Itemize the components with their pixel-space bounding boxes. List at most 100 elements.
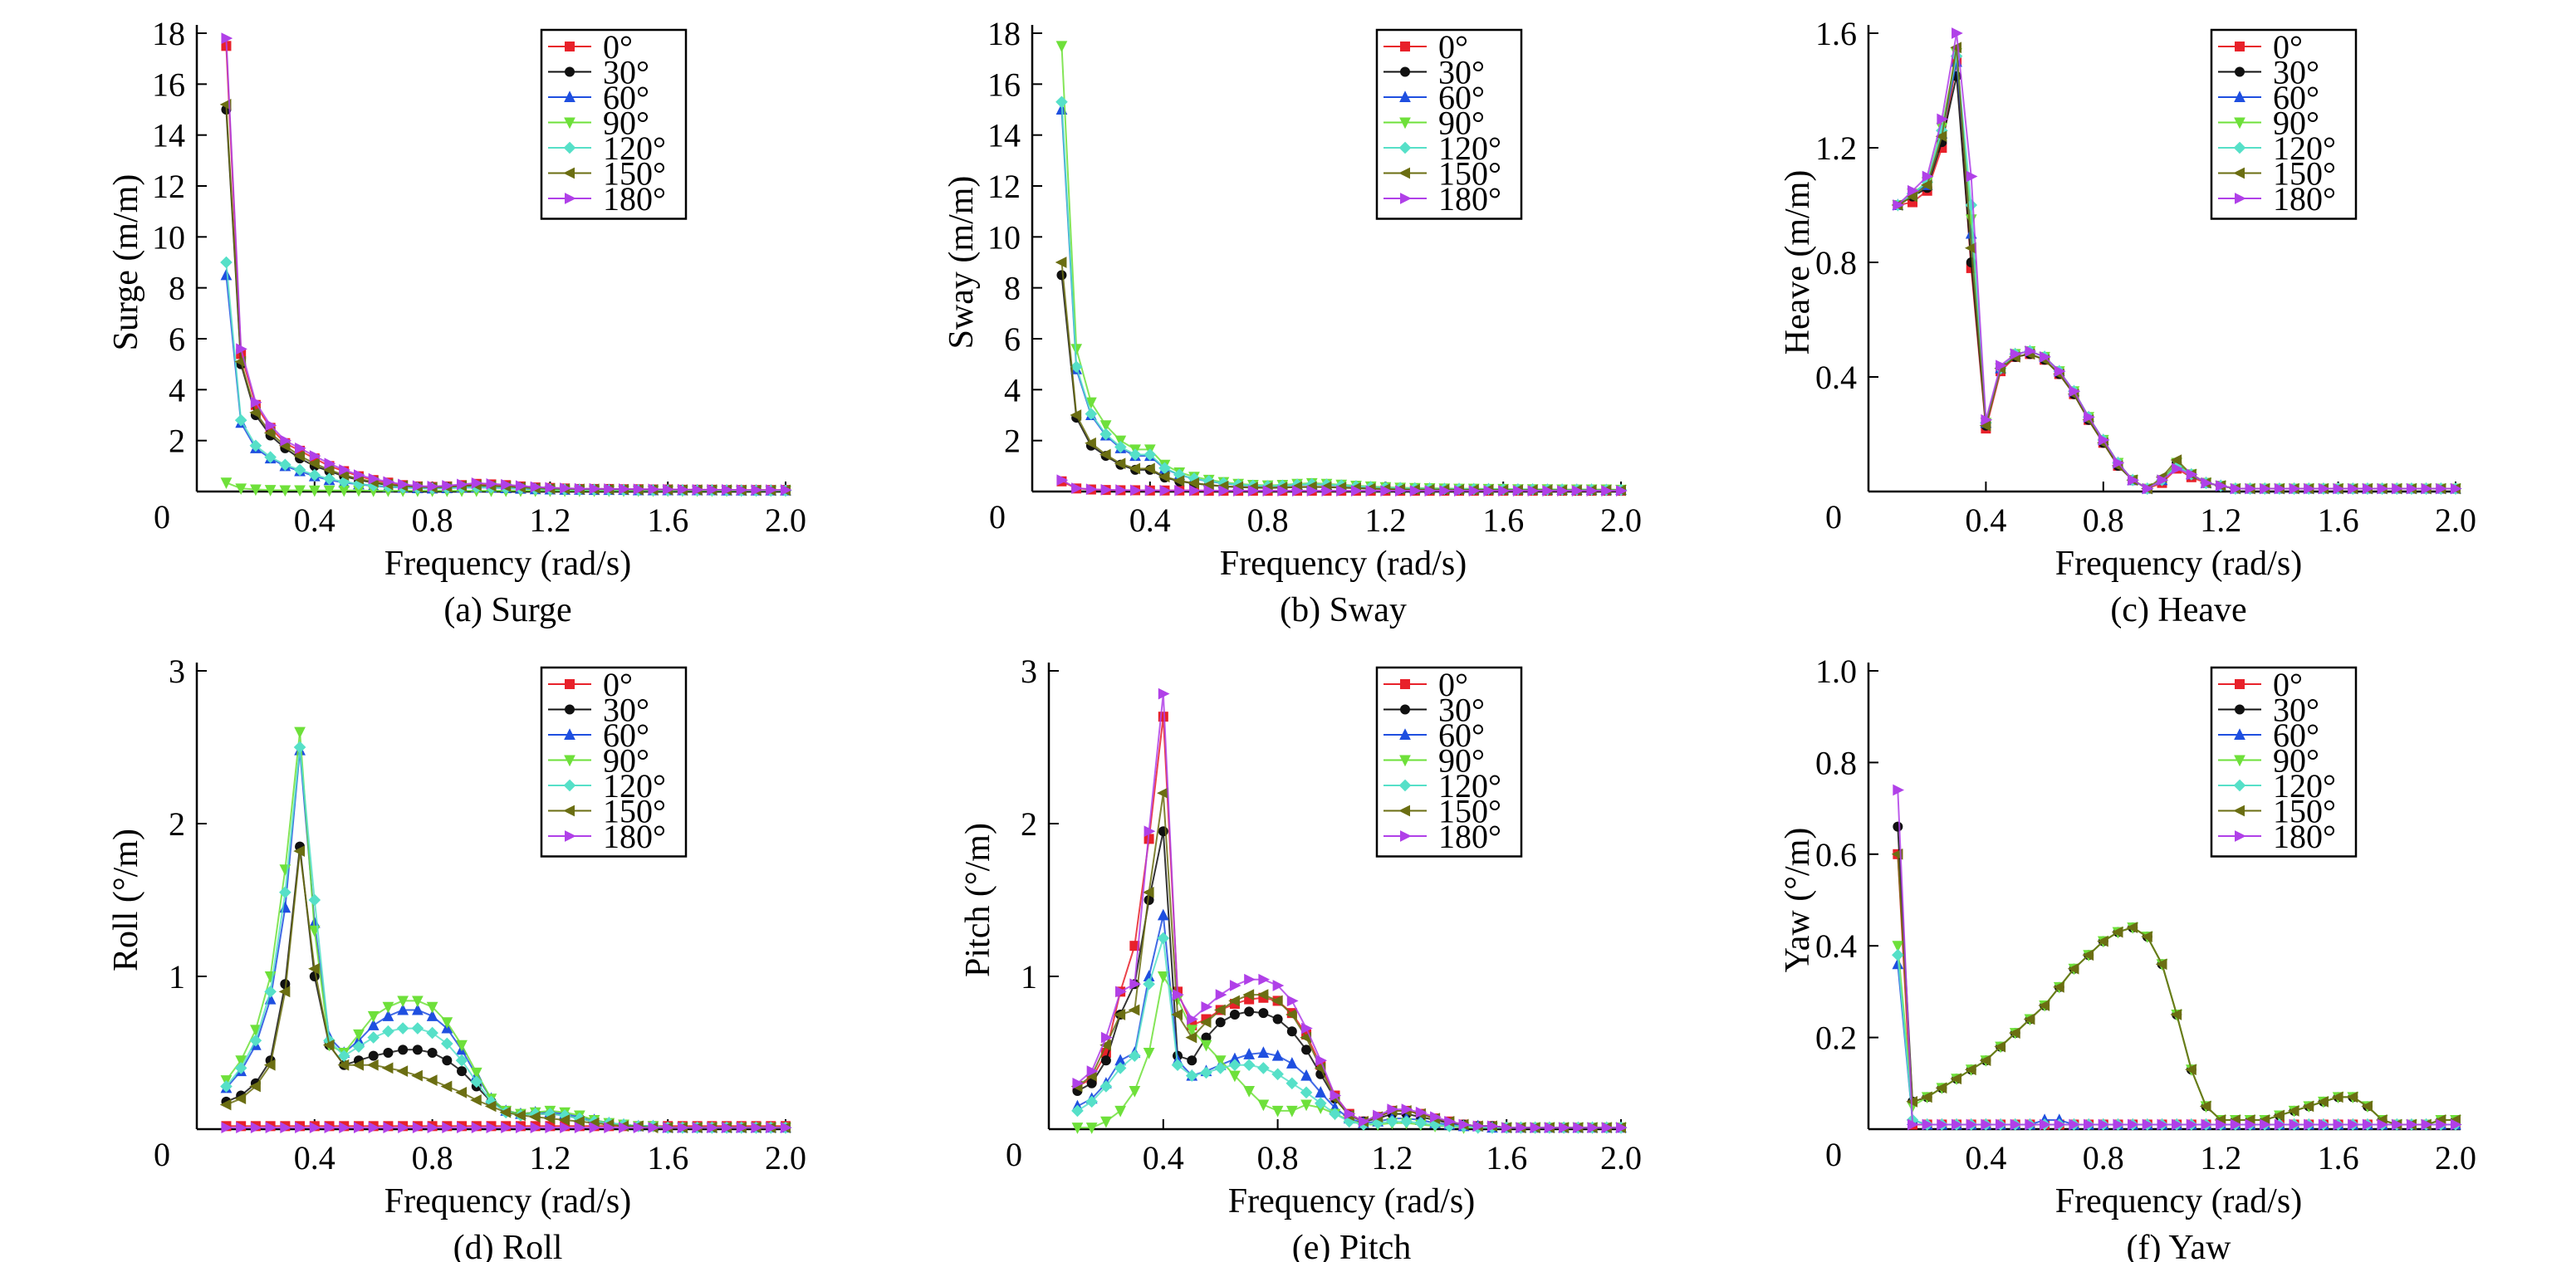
y-tick-label: 10 <box>152 218 185 256</box>
data-point <box>1129 448 1142 461</box>
data-point <box>781 1122 792 1134</box>
data-point <box>294 485 306 497</box>
series-0° <box>1072 712 1626 1133</box>
legend-label: 120° <box>1438 767 1501 805</box>
data-point <box>560 1122 571 1134</box>
series-line <box>1076 937 1621 1129</box>
legend-marker <box>1400 42 1410 51</box>
data-point <box>2406 1118 2418 1131</box>
data-point <box>2054 365 2066 377</box>
data-point <box>1286 995 1299 1007</box>
data-point <box>1129 978 1142 991</box>
data-point <box>2406 482 2418 495</box>
data-point <box>1158 712 1168 722</box>
data-point <box>2348 1118 2359 1131</box>
legend-label: 90° <box>603 742 649 780</box>
legend-marker <box>1398 779 1412 792</box>
data-point <box>1159 484 1172 496</box>
legend-marker <box>564 90 575 102</box>
data-point <box>1114 441 1127 453</box>
x-tick-label: 2.0 <box>765 1139 806 1176</box>
data-point <box>604 1122 616 1134</box>
data-point <box>1272 980 1285 991</box>
legend-marker <box>564 117 575 130</box>
data-point <box>1286 1009 1297 1020</box>
data-point <box>1401 1103 1413 1115</box>
data-point <box>1893 784 1905 796</box>
data-point <box>573 1115 585 1127</box>
data-point <box>264 986 277 998</box>
data-point <box>1143 977 1155 991</box>
data-point <box>382 1001 394 1014</box>
data-point <box>295 443 306 454</box>
data-point <box>457 1122 468 1134</box>
legend: 0°30°60°90°120°150°180° <box>1375 28 1523 220</box>
series-line <box>1897 964 2456 1126</box>
y-axis-label: Sway (m/m) <box>943 176 981 350</box>
data-point <box>1908 184 1919 197</box>
data-point <box>1218 485 1231 496</box>
data-point <box>1114 1009 1126 1020</box>
data-point <box>1996 360 2007 372</box>
data-point <box>1365 485 1378 496</box>
x-tick-label: 0.4 <box>1965 501 2006 539</box>
data-point <box>1144 462 1155 475</box>
data-point <box>2172 1118 2183 1131</box>
series-30° <box>221 105 791 496</box>
data-point <box>1173 475 1185 487</box>
data-point <box>2289 482 2301 495</box>
legend-label: 30° <box>1438 54 1485 91</box>
data-point <box>1966 170 1978 183</box>
legend-label: 150° <box>603 793 666 830</box>
data-point <box>308 468 321 482</box>
data-point <box>1055 257 1067 268</box>
x-tick-label: 2.0 <box>765 501 806 539</box>
data-point <box>1099 1080 1113 1093</box>
data-point <box>1920 179 1932 191</box>
data-point <box>2025 345 2037 357</box>
data-point <box>501 1122 512 1134</box>
data-point <box>381 1062 394 1074</box>
legend-label: 120° <box>603 130 666 167</box>
series-150° <box>1070 787 1626 1134</box>
x-tick-label: 2.0 <box>2435 1139 2476 1176</box>
chart-panel-5: 0.4 0.8 1.2 1.6 2.0 1 2 3 0 Frequency (rad/s) Pitc… <box>959 653 1642 1262</box>
legend: 0°30°60°90°120°150°180° <box>2210 666 2358 858</box>
series-0° <box>1893 56 2461 494</box>
data-point <box>442 1122 454 1134</box>
data-point <box>1071 1104 1084 1118</box>
data-point <box>2010 1118 2022 1131</box>
data-point <box>1922 170 1934 183</box>
legend-label: 60° <box>1438 79 1485 116</box>
data-point <box>1144 825 1156 838</box>
series-line <box>225 109 786 492</box>
data-point <box>1336 485 1348 496</box>
data-point <box>1512 485 1525 496</box>
data-point <box>234 1093 247 1105</box>
data-point <box>1071 1123 1084 1134</box>
x-axis-label: Frequency (rad/s) <box>2055 545 2302 583</box>
data-point <box>1243 1086 1256 1098</box>
data-point <box>1301 1044 1312 1055</box>
series-line <box>226 846 786 1129</box>
data-point <box>1085 437 1096 449</box>
data-point <box>2170 1009 2182 1020</box>
data-point <box>692 1122 704 1134</box>
legend-marker <box>2235 830 2246 842</box>
data-point <box>1100 1055 1111 1066</box>
panel-caption: (e) Pitch <box>1292 1229 1411 1262</box>
series-150° <box>219 99 791 496</box>
data-point <box>280 1122 292 1134</box>
data-point <box>1444 1115 1457 1127</box>
data-point <box>486 1122 498 1134</box>
data-point <box>1099 1039 1111 1051</box>
data-point <box>2302 1100 2314 1113</box>
data-point <box>2040 350 2051 363</box>
data-point <box>1996 1118 2007 1131</box>
data-point <box>426 1001 438 1014</box>
x-tick-label: 0.8 <box>2083 501 2124 539</box>
data-point <box>1286 1077 1299 1090</box>
data-point <box>2216 480 2227 492</box>
data-point <box>1937 113 1949 125</box>
data-point <box>1979 1054 1991 1067</box>
